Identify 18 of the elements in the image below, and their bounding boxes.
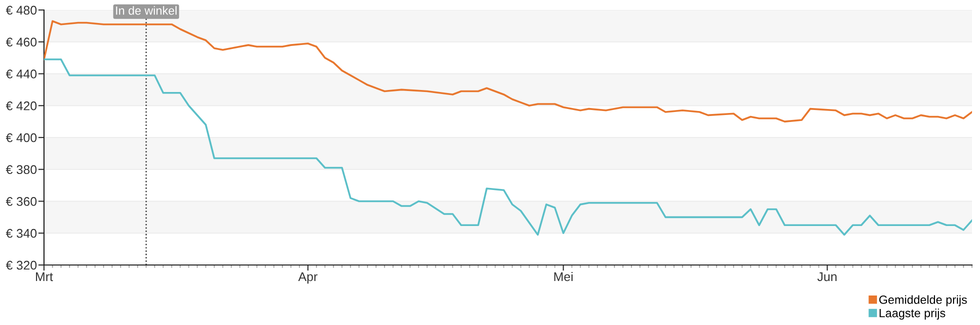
line-series xyxy=(44,20,972,122)
x-tick-label: Mei xyxy=(554,272,573,282)
x-tick-label: Jun xyxy=(817,272,837,282)
y-tick-label: € 420 xyxy=(6,101,37,110)
ref-line-label: In de winkel xyxy=(116,6,177,15)
y-tick-label: € 320 xyxy=(6,260,37,270)
x-tick-label: Mrt xyxy=(36,272,53,282)
line-series xyxy=(44,58,972,236)
y-tick-label: € 480 xyxy=(6,6,37,15)
y-tick-label: € 460 xyxy=(6,38,37,47)
y-tick-label: € 400 xyxy=(6,133,37,142)
y-tick-label: € 360 xyxy=(6,197,37,206)
y-tick-label: € 340 xyxy=(6,228,37,238)
y-tick-label: € 380 xyxy=(6,165,37,174)
legend-label: Laagste prijs xyxy=(880,308,946,320)
y-tick-label: € 440 xyxy=(6,70,37,78)
x-tick-label: Apr xyxy=(298,272,318,284)
legend-label: Gemiddelde prijs xyxy=(879,295,967,306)
